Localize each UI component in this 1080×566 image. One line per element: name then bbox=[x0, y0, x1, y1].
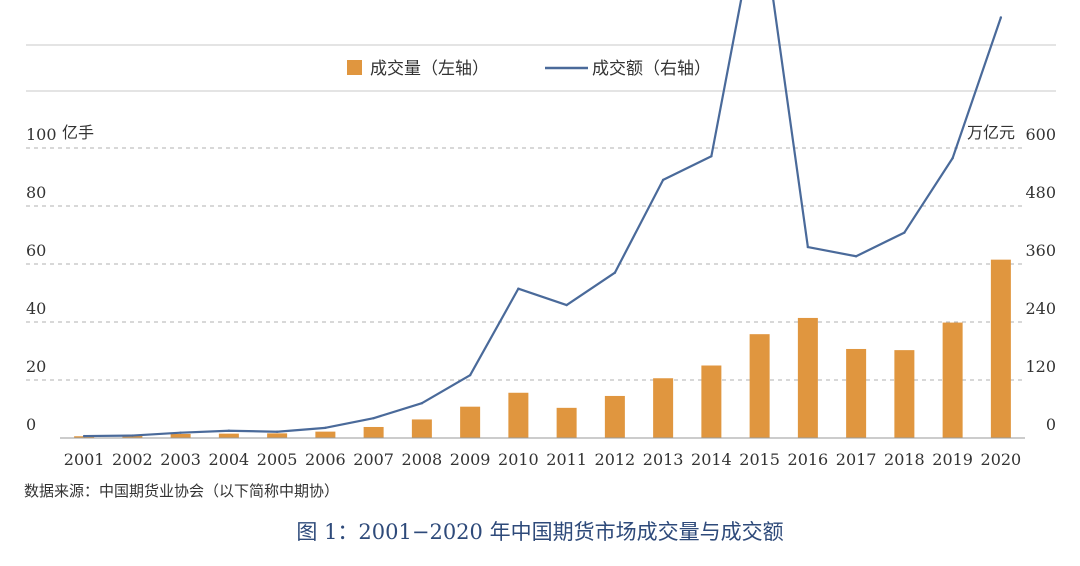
figure-caption: 图 1：2001−2020 年中国期货市场成交量与成交额 bbox=[296, 520, 784, 544]
bar bbox=[170, 433, 191, 438]
source-note: 数据来源：中国期货业协会（以下简称中期协） bbox=[24, 482, 340, 500]
x-tick-label: 2010 bbox=[498, 450, 539, 469]
x-tick-label: 2004 bbox=[209, 450, 250, 469]
x-tick-label: 2008 bbox=[402, 450, 443, 469]
right-tick-label: 0 bbox=[1046, 415, 1056, 434]
line-point bbox=[324, 426, 327, 430]
right-tick-label: 480 bbox=[1025, 183, 1056, 202]
x-tick-label: 2005 bbox=[257, 450, 298, 469]
line-point bbox=[179, 431, 182, 434]
right-axis: 0 120 240 360 480 600 bbox=[1025, 125, 1056, 434]
legend: 成交量（左轴） 成交额（右轴） bbox=[347, 59, 711, 79]
x-tick-label: 2016 bbox=[788, 450, 829, 469]
bar-series bbox=[74, 259, 1011, 438]
line-point bbox=[468, 373, 472, 377]
left-axis: 0 20 40 60 80 100 bbox=[26, 125, 57, 434]
line-point bbox=[275, 430, 279, 433]
left-tick-label: 80 bbox=[26, 183, 46, 202]
left-tick-label: 100 bbox=[26, 125, 57, 144]
left-tick-label: 60 bbox=[26, 241, 46, 260]
line-point bbox=[372, 416, 375, 420]
bar bbox=[797, 317, 818, 438]
x-tick-label: 2002 bbox=[112, 450, 153, 469]
x-tick-label: 2015 bbox=[739, 450, 780, 469]
left-tick-label: 40 bbox=[26, 299, 46, 318]
line-point bbox=[661, 178, 665, 182]
bar bbox=[315, 431, 336, 438]
x-tick-label: 2013 bbox=[643, 450, 684, 469]
x-tick-label: 2018 bbox=[884, 450, 925, 469]
x-tick-label: 2001 bbox=[64, 450, 105, 469]
line-point bbox=[565, 303, 568, 307]
line-point bbox=[854, 255, 858, 258]
line-series bbox=[84, 0, 1002, 438]
x-tick-label: 2003 bbox=[160, 450, 201, 469]
left-axis-unit: 亿手 bbox=[62, 123, 94, 142]
line-point bbox=[806, 245, 810, 249]
bar bbox=[460, 406, 481, 438]
line-point bbox=[420, 402, 424, 405]
line-point bbox=[227, 429, 231, 432]
bar bbox=[363, 426, 384, 438]
x-tick-label: 2019 bbox=[932, 450, 973, 469]
line-point bbox=[710, 155, 713, 158]
bar bbox=[846, 348, 867, 438]
x-tick-label: 2007 bbox=[353, 450, 394, 469]
x-tick-label: 2012 bbox=[595, 450, 636, 469]
x-tick-label: 2011 bbox=[546, 450, 587, 469]
bar bbox=[990, 259, 1011, 438]
line-point bbox=[517, 287, 520, 290]
legend-bar-swatch bbox=[347, 60, 362, 75]
right-tick-label: 600 bbox=[1025, 125, 1056, 144]
right-axis-unit: 万亿元 bbox=[967, 123, 1015, 142]
left-tick-label: 0 bbox=[26, 415, 36, 434]
bar bbox=[556, 407, 577, 438]
right-tick-label: 120 bbox=[1025, 357, 1056, 376]
x-tick-label: 2009 bbox=[450, 450, 491, 469]
line-point bbox=[131, 434, 134, 437]
x-tick-label: 2014 bbox=[691, 450, 732, 469]
x-tick-label: 2020 bbox=[981, 450, 1022, 469]
bar bbox=[942, 322, 963, 438]
bar bbox=[508, 392, 529, 438]
x-axis: 2001 2002 2003 2004 2005 2006 2007 2008 2009 2010… bbox=[64, 450, 1021, 469]
x-tick-label: 2006 bbox=[305, 450, 346, 469]
bar bbox=[894, 350, 915, 438]
right-tick-label: 360 bbox=[1025, 241, 1056, 260]
bar bbox=[604, 395, 625, 438]
bar bbox=[122, 435, 143, 438]
bar bbox=[218, 433, 239, 438]
line-point bbox=[999, 16, 1003, 19]
x-tick-label: 2017 bbox=[836, 450, 877, 469]
left-tick-label: 20 bbox=[26, 357, 46, 376]
line-point bbox=[951, 156, 954, 160]
line-point bbox=[903, 231, 906, 234]
bar bbox=[411, 419, 432, 438]
bar bbox=[653, 378, 674, 438]
legend-bar-label: 成交量（左轴） bbox=[370, 59, 489, 79]
chart: 成交量（左轴） 成交额（右轴） 0 20 40 60 80 100 0 120 240 360 4… bbox=[26, 0, 1056, 469]
line-point bbox=[613, 271, 617, 274]
legend-line-label: 成交额（右轴） bbox=[592, 59, 711, 79]
bar bbox=[267, 433, 288, 438]
line-point bbox=[82, 434, 86, 438]
line-points bbox=[82, 16, 1003, 438]
bar bbox=[749, 334, 770, 438]
right-tick-label: 240 bbox=[1025, 299, 1056, 318]
bar bbox=[701, 365, 722, 438]
gridlines bbox=[26, 147, 1025, 381]
